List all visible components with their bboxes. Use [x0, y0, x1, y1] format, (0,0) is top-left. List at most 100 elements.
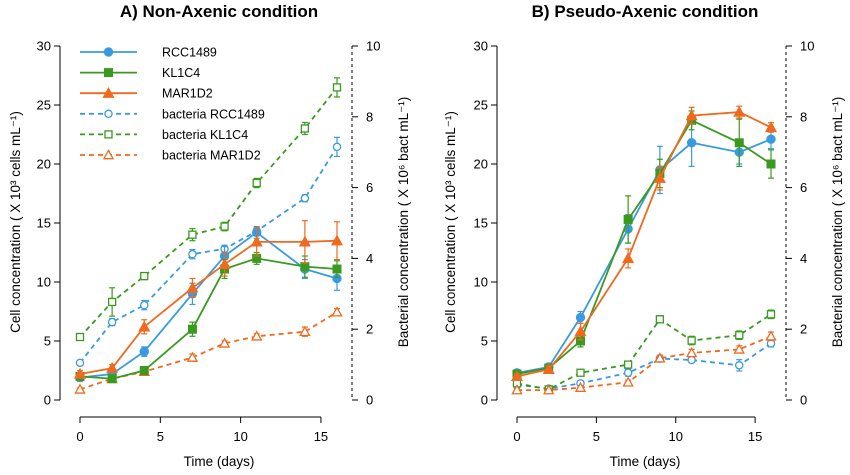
series-bacteria-kl1c4 — [512, 309, 776, 394]
y-tick-label: 10 — [37, 275, 51, 290]
legend-label: bacteria MAR1D2 — [162, 149, 261, 163]
legend-marker — [104, 109, 113, 119]
legend-item: bacteria KL1C4 — [80, 128, 248, 142]
data-point — [140, 271, 149, 281]
plot-area — [73, 77, 344, 394]
series-line — [516, 119, 772, 375]
y-tick-label: 15 — [37, 216, 51, 231]
legend: RCC1489 KL1C4 MAR1D2 bacteria RCC1489 bacter… — [80, 46, 265, 163]
data-point — [766, 159, 776, 169]
y-tick-label: 25 — [37, 98, 51, 113]
data-point — [733, 105, 746, 117]
legend-label: KL1C4 — [162, 66, 200, 80]
data-point — [687, 355, 696, 365]
data-point — [685, 346, 698, 358]
y-tick-label: 25 — [474, 98, 488, 113]
data-point — [107, 297, 117, 307]
data-point — [298, 235, 311, 247]
data-point — [106, 361, 119, 373]
panel-title: A) Non-Axenic condition — [120, 2, 318, 21]
series-line — [79, 86, 338, 338]
y-axis-label-right: Bacterial concentration ( X 10⁶ bact mL⁻… — [396, 97, 411, 348]
data-point — [300, 262, 310, 272]
y-tick-label: 30 — [37, 39, 51, 54]
y-right-tick-label: 8 — [800, 109, 807, 124]
x-tick-label: 0 — [513, 429, 520, 444]
x-tick-label: 10 — [669, 429, 683, 444]
x-tick-label: 0 — [76, 429, 83, 444]
axes: 0 5 10 15 20 25 30 0 2 4 6 8 10 0 5 10 15 — [37, 39, 381, 445]
legend-label: bacteria RCC1489 — [162, 107, 265, 121]
data-point — [139, 366, 149, 375]
data-point — [218, 337, 231, 348]
data-point — [542, 363, 555, 374]
data-point — [574, 325, 587, 337]
data-point — [686, 138, 697, 148]
series-bacteria-kl1c4 — [75, 77, 342, 342]
data-point — [574, 381, 587, 392]
data-point — [622, 376, 634, 387]
series-line — [79, 231, 338, 379]
data-point — [75, 332, 85, 342]
y-right-tick-label: 10 — [800, 39, 814, 54]
data-point — [75, 358, 85, 368]
data-point — [188, 230, 197, 239]
series-mar1d2 — [510, 105, 778, 382]
data-point — [576, 368, 585, 377]
y-tick-label: 10 — [474, 275, 488, 290]
legend-item: bacteria MAR1D2 — [80, 149, 261, 163]
data-point — [250, 330, 263, 341]
data-point — [300, 193, 310, 203]
y-tick-label: 30 — [474, 39, 488, 54]
data-point — [543, 384, 555, 395]
data-point — [186, 281, 199, 293]
x-tick-label: 15 — [314, 429, 328, 444]
data-point — [332, 264, 342, 274]
legend-marker — [102, 149, 115, 160]
y-axis-label: Cell concentration ( X 10³ cells mL⁻¹) — [443, 111, 458, 333]
data-point — [654, 352, 666, 363]
data-point — [511, 384, 523, 395]
data-point — [734, 138, 744, 148]
data-point — [687, 336, 696, 345]
series-line — [516, 342, 772, 390]
data-point — [623, 360, 633, 369]
legend-marker — [104, 130, 113, 139]
y-right-tick-label: 10 — [366, 39, 380, 54]
data-point — [107, 374, 117, 384]
y-right-tick-label: 0 — [800, 393, 807, 408]
y-right-tick-label: 0 — [366, 393, 373, 408]
panel-title: B) Pseudo-Axenic condition — [532, 2, 759, 21]
y-right-tick-label: 6 — [366, 180, 373, 195]
data-point — [766, 310, 776, 319]
data-point — [139, 346, 149, 357]
data-point — [331, 306, 343, 317]
y-tick-label: 20 — [474, 157, 488, 172]
data-point — [765, 330, 777, 341]
y-right-tick-label: 4 — [800, 251, 807, 266]
data-point — [250, 235, 263, 247]
legend-marker — [102, 86, 115, 98]
data-point — [186, 351, 199, 362]
y-right-tick-label: 2 — [366, 322, 373, 337]
series-line — [516, 138, 772, 374]
series-line — [517, 335, 772, 391]
x-axis-label: Time (days) — [184, 454, 255, 469]
data-point — [733, 343, 745, 354]
y-tick-label: 0 — [44, 393, 51, 408]
y-right-tick-label: 2 — [800, 322, 807, 337]
data-point — [73, 367, 87, 379]
x-tick-label: 5 — [157, 429, 164, 444]
data-point — [653, 171, 666, 183]
data-point — [623, 214, 633, 224]
series-line — [79, 239, 338, 375]
data-point — [107, 317, 117, 327]
x-tick-label: 10 — [233, 429, 247, 444]
data-point — [332, 142, 342, 152]
data-point — [300, 124, 310, 133]
plot-area — [510, 105, 778, 395]
series-line — [516, 313, 772, 391]
y-axis-label-right: Bacterial concentration ( X 10⁶ bact mL⁻… — [830, 97, 845, 348]
